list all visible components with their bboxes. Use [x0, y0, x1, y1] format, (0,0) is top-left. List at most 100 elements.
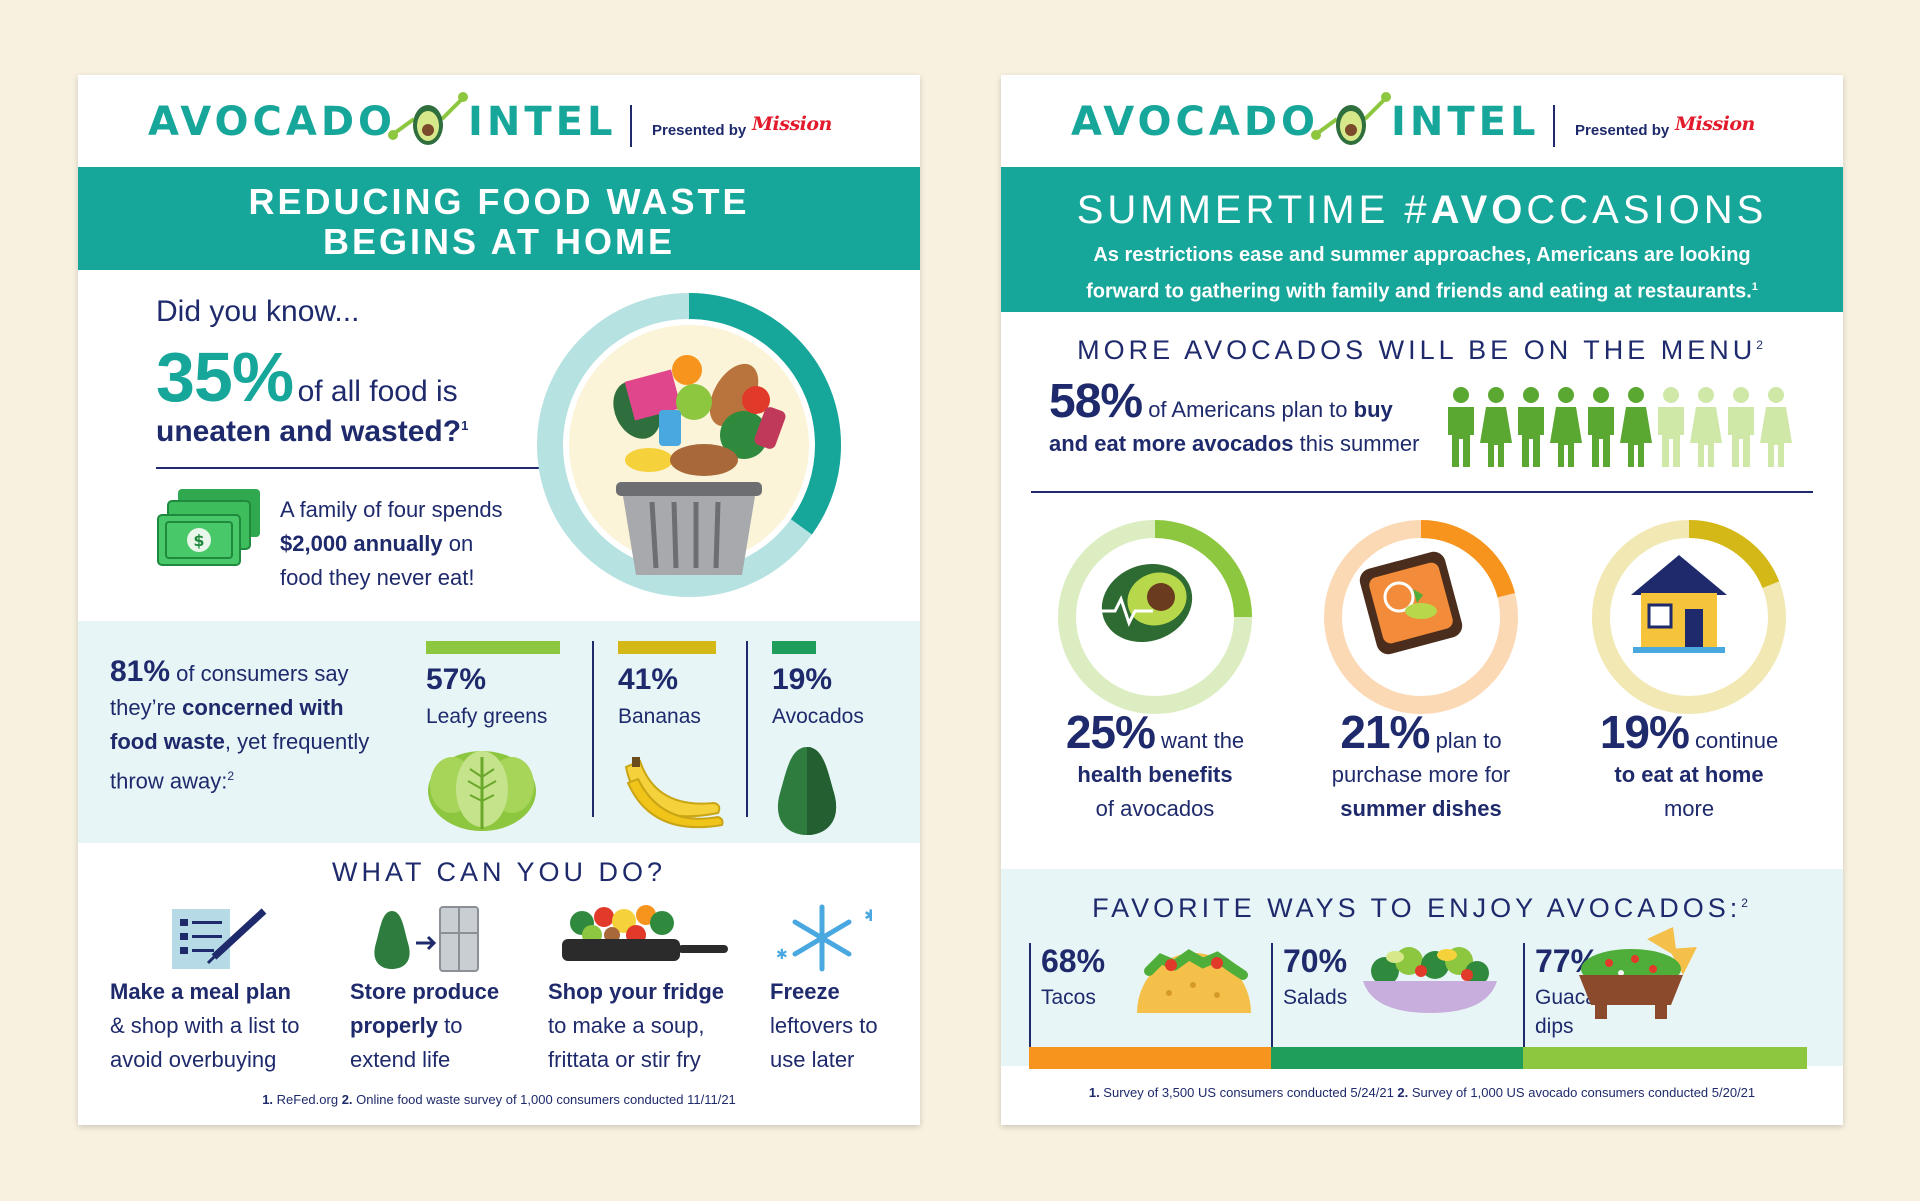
footnote-2-text: Survey of 1,000 US avocado consumers con…	[1408, 1085, 1756, 1100]
action-item: Freeze leftovers to use later	[770, 975, 878, 1077]
action-bold-word: properly	[350, 1013, 439, 1038]
family-amount: $2,000 annually	[280, 531, 443, 556]
action-text-1: to	[438, 1013, 463, 1038]
menu-title: MORE AVOCADOS WILL BE ON THE MENU2	[1001, 335, 1843, 366]
left-footnotes: 1. ReFed.org 2. Online food waste survey…	[78, 1092, 920, 1107]
action-text-1: to make a soup,	[548, 1013, 705, 1038]
did-you-know: Did you know...	[156, 295, 360, 328]
footnote-1-text: Survey of 3,500 US consumers conducted 5…	[1099, 1085, 1398, 1100]
ring-line-1: plan to	[1429, 728, 1502, 753]
action-line-2: to make a soup,	[548, 1009, 724, 1043]
title-part-a: SUMMERTIME #	[1076, 188, 1431, 232]
waste-stats-band: 81% of consumers say they’re concerned w…	[78, 621, 920, 843]
plan-pct: 58%	[1049, 375, 1143, 428]
svg-text:✱: ✱	[864, 906, 872, 925]
ring-line-2: purchase more for	[1331, 762, 1511, 787]
right-infographic: AVOCADO INTEL Presented by Mission SUMME…	[1001, 75, 1843, 1125]
ring-value-arc	[1324, 520, 1518, 714]
person-icon-highlighted	[1448, 387, 1474, 467]
ring-value-arc	[1592, 520, 1786, 714]
ring-line-3: more	[1663, 796, 1715, 821]
person-icon-highlighted	[1480, 387, 1512, 467]
action-line-2: properly to	[350, 1009, 499, 1043]
bananas-icon	[624, 757, 724, 829]
divider-2	[746, 641, 748, 817]
waste-item-label: Avocados	[772, 705, 864, 728]
ring-line-2: health benefits	[1077, 762, 1233, 787]
subtitle-line-2: forward to gathering with family and fri…	[1086, 280, 1752, 303]
family-line-2: on	[442, 531, 474, 556]
favorite-label: Salads	[1283, 983, 1347, 1012]
favorite-item: 68% Tacos	[1029, 943, 1271, 1069]
ring-stat-text: 25% want the health benefits of avocados	[1017, 709, 1293, 826]
what-can-you-do-title: WHAT CAN YOU DO?	[331, 857, 667, 887]
waste-item-label: Bananas	[618, 705, 701, 728]
header-divider	[1553, 105, 1555, 147]
person-icon-highlighted	[1518, 387, 1544, 467]
donut-value-arc	[537, 293, 841, 597]
ring-pct: 25%	[1065, 706, 1156, 758]
stat-text: of all food is	[297, 375, 458, 408]
family-line-1: A family of four spends	[280, 497, 503, 522]
ref-1: 1	[1751, 281, 1758, 293]
waste-item-bar	[426, 641, 560, 654]
right-footnotes: 1. Survey of 3,500 US consumers conducte…	[1001, 1085, 1843, 1100]
ref-2: 2	[227, 769, 235, 783]
banner-line-2: BEGINS AT HOME	[322, 221, 675, 262]
logo-word-avocado: AVOCADO	[1071, 99, 1320, 145]
action-item: Shop your fridge to make a soup, frittata …	[548, 975, 724, 1077]
ring-line-3: summer dishes	[1340, 796, 1502, 821]
skillet-icon	[562, 905, 728, 961]
food-waste-donut	[537, 293, 841, 597]
ring-stat-text: 21% plan to purchase more for summer dis…	[1283, 709, 1559, 826]
ref-2: 2	[1756, 338, 1767, 352]
waste-item-pct: 41%	[618, 663, 679, 696]
favorite-label-2: dips	[1535, 1015, 1574, 1038]
favorite-divider	[1523, 943, 1525, 1047]
action-item: Make a meal plan & shop with a list to avo…	[110, 975, 300, 1077]
ring-value-arc	[1058, 520, 1252, 714]
concern-text: 81% of consumers say they’re concerned w…	[110, 655, 400, 798]
concern-line-4: throw away:	[110, 768, 228, 794]
person-icon	[1658, 387, 1684, 467]
logo-word-intel: INTEL	[468, 99, 617, 145]
concern-line-1: of consumers say	[170, 661, 349, 686]
header-divider	[630, 105, 632, 147]
ref-1: 1	[461, 418, 469, 433]
footnote-2-num: 2.	[341, 1092, 353, 1107]
action-text-1: & shop with a list to	[110, 1013, 300, 1038]
divider-rule	[156, 467, 544, 469]
person-icon	[1690, 387, 1722, 467]
action-line-2: leftovers to	[770, 1009, 878, 1043]
svg-text:$: $	[193, 531, 204, 550]
action-title: Shop your fridge	[548, 979, 724, 1004]
action-text-2: use later	[770, 1047, 855, 1072]
favorite-label-1: Tacos	[1041, 986, 1096, 1009]
favorites-band: FAVORITE WAYS TO ENJOY AVOCADOS:2 68% Ta…	[1001, 869, 1843, 1069]
favorites-title: FAVORITE WAYS TO ENJOY AVOCADOS:2	[1001, 893, 1843, 924]
person-icon-highlighted	[1588, 387, 1614, 467]
plan-line-2b: this summer	[1293, 431, 1420, 456]
divider-1	[592, 641, 594, 817]
logo-word-intel: INTEL	[1391, 99, 1540, 145]
action-text-2: frittata or stir fry	[548, 1047, 701, 1072]
favorite-divider	[1271, 943, 1273, 1047]
avocado-toast-icon	[1359, 551, 1463, 655]
snowflake-icon: ✱ ✱	[776, 904, 872, 972]
guacamole-icon	[1579, 927, 1697, 1019]
ring-line-3: of avocados	[1095, 796, 1215, 821]
footnote-2-text: Online food waste survey of 1,000 consum…	[352, 1092, 736, 1107]
ref-2: 2	[1741, 896, 1752, 910]
taco-icon	[1137, 949, 1251, 1013]
mission-logo: Mission	[1675, 113, 1755, 135]
right-title-banner: SUMMERTIME #AVOCCASIONS As restrictions …	[1001, 167, 1843, 312]
left-title-banner: REDUCING FOOD WASTE BEGINS AT HOME	[78, 167, 920, 270]
concern-line-2b: concerned with	[182, 695, 344, 720]
concern-pct: 81%	[110, 655, 171, 688]
banner-subtitle: As restrictions ease and summer approach…	[1001, 233, 1843, 308]
presented-by: Presented by	[1575, 122, 1670, 139]
footnote-1-text: ReFed.org	[273, 1092, 342, 1107]
stat-bold-text: uneaten and wasted?	[156, 415, 462, 448]
person-icon	[1728, 387, 1754, 467]
person-icon-highlighted	[1550, 387, 1582, 467]
